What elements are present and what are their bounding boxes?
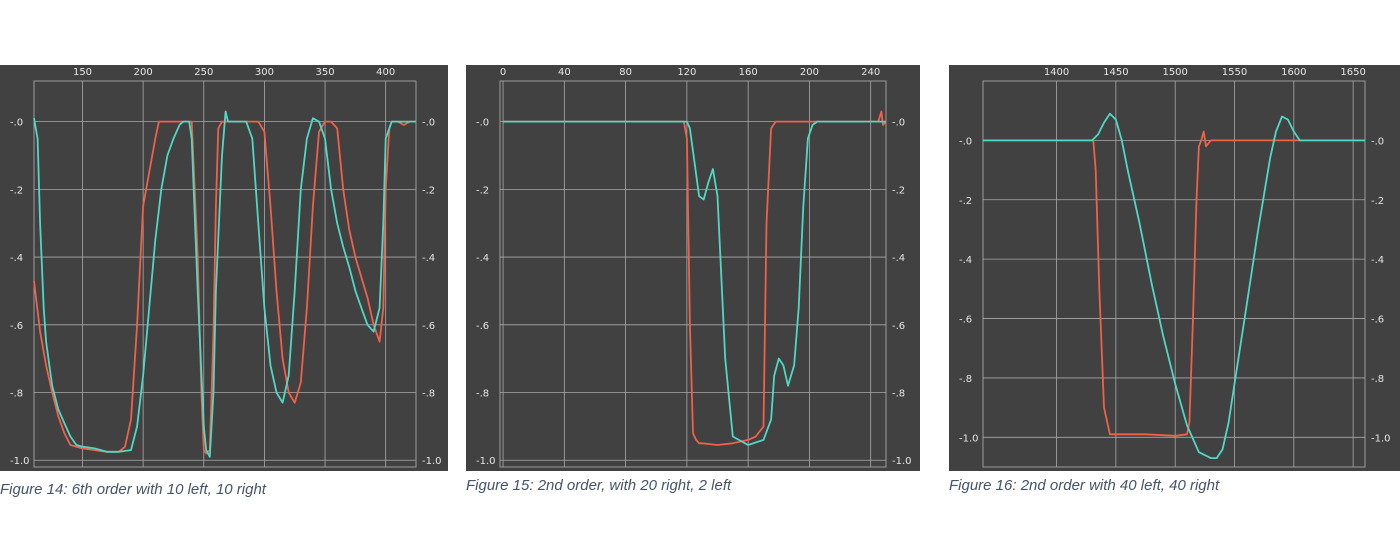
chart-14-y-tick-label-left: -.6: [10, 321, 23, 332]
chart-16-y-tick-label-right: -.4: [1371, 255, 1384, 266]
chart-15-x-tick-label: 0: [500, 67, 506, 78]
chart-14-y-tick-label-right: -.2: [422, 185, 435, 196]
chart-14-y-tick-label-left: -.8: [10, 389, 23, 400]
chart-14-x-tick-label: 400: [376, 67, 395, 78]
chart-16-y-tick-label-right: -.2: [1371, 196, 1384, 207]
chart-14-series-red-line: [33, 120, 416, 455]
chart-16-y-tick-label-left: -.6: [959, 315, 972, 326]
chart-14-y-tick-label-left: -.2: [10, 185, 23, 196]
chart-14-y-tick-label-left: -1.0: [10, 456, 30, 467]
chart-15-x-tick-label: 40: [558, 67, 571, 78]
chart-16-y-tick-label-right: -1.0: [1371, 433, 1391, 444]
chart-14-x-tick-label: 250: [194, 67, 213, 78]
chart-15-svg: 0 40 80 120 160 200 240 -.0 -.0 -.2 -.2 -.4 -.4 -.6 -.…: [476, 67, 912, 468]
chart-15-y-tick-label-left: -.2: [476, 185, 489, 196]
chart-15-y-tick-label-right: -.2: [892, 185, 905, 196]
chart-15-plot: 0 40 80 120 160 200 240 -.0 -.0 -.2 -.2 -.4 -.4 -.6 -.…: [466, 65, 920, 471]
chart-15-y-tick-label-left: -.4: [476, 253, 489, 264]
chart-16-plot: 1400 1450 1500 1550 1600 1650 -.0 -.0 -.2 -.2 -.4 -…: [949, 65, 1400, 471]
chart-16-y-tick-label-left: -.2: [959, 196, 972, 207]
chart-14-y-tick-label-right: -.8: [422, 389, 435, 400]
figure-15-caption: Figure 15: 2nd order, with 20 right, 2 l…: [466, 477, 732, 494]
chart-14-svg: 150 200 250 300 350 400 -.0 -.0 -.2 -.2 -.4 -.4 -.6 -…: [10, 67, 442, 468]
chart-16-x-tick-label: 1650: [1340, 67, 1365, 78]
chart-14-plot: 150 200 250 300 350 400 -.0 -.0 -.2 -.2 -.4 -.4 -.6 -…: [0, 65, 448, 471]
chart-16-y-tick-label-right: -.8: [1371, 374, 1384, 385]
chart-15-x-tick-label: 160: [739, 67, 758, 78]
chart-15-y-tick-label-right: -1.0: [892, 456, 912, 467]
chart-16-y-tick-label-left: -.8: [959, 374, 972, 385]
chart-14-x-tick-label: 350: [316, 67, 335, 78]
chart-16-frame: [982, 80, 1366, 468]
chart-15-y-tick-label-right: -.8: [892, 389, 905, 400]
chart-15-y-tick-label-left: -.8: [476, 389, 489, 400]
chart-15-x-tick-label: 120: [677, 67, 696, 78]
figure-16-caption: Figure 16: 2nd order with 40 left, 40 ri…: [949, 477, 1220, 494]
figure-14-caption: Figure 14: 6th order with 10 left, 10 ri…: [0, 481, 266, 498]
chart-16-y-tick-label-left: -.4: [959, 255, 972, 266]
chart-16-x-tick-label: 1600: [1281, 67, 1306, 78]
chart-16-series-cyan-line: [983, 112, 1365, 460]
chart-16-x-tick-label: 1500: [1162, 67, 1187, 78]
chart-14-y-tick-label-right: -.6: [422, 321, 435, 332]
chart-16-y-tick-label-left: -.0: [959, 136, 972, 147]
chart-15-frame: [499, 80, 887, 468]
chart-16-y-tick-label-right: -.0: [1371, 136, 1384, 147]
chart-16-x-tick-label: 1400: [1044, 67, 1069, 78]
chart-14-y-tick-label-right: -1.0: [422, 456, 442, 467]
chart-16-x-tick-label: 1450: [1103, 67, 1128, 78]
chart-14-x-tick-label: 150: [73, 67, 92, 78]
chart-15-y-tick-label-left: -.6: [476, 321, 489, 332]
chart-14-y-tick-label-right: -.0: [422, 118, 435, 129]
chart-15-y-tick-label-right: -.4: [892, 253, 905, 264]
chart-14-series-cyan-line: [33, 110, 416, 458]
chart-16-series-red-line: [983, 130, 1365, 437]
chart-14-x-tick-label: 300: [255, 67, 274, 78]
chart-16-x-tick-label: 1550: [1222, 67, 1247, 78]
chart-15-x-tick-label: 80: [619, 67, 632, 78]
chart-15-y-tick-label-right: -.6: [892, 321, 905, 332]
chart-15-y-tick-label-right: -.0: [892, 118, 905, 129]
chart-14-y-tick-label-right: -.4: [422, 253, 435, 264]
chart-14-frame: [33, 80, 417, 468]
chart-14-x-tick-label: 200: [134, 67, 153, 78]
chart-16-y-tick-label-left: -1.0: [959, 433, 979, 444]
chart-15-y-tick-label-left: -1.0: [476, 456, 496, 467]
chart-14-y-tick-label-left: -.4: [10, 253, 23, 264]
chart-16-svg: 1400 1450 1500 1550 1600 1650 -.0 -.0 -.2 -.2 -.4 -…: [959, 67, 1391, 468]
chart-15-x-tick-label: 200: [800, 67, 819, 78]
chart-15-series-cyan-line: [503, 120, 886, 446]
chart-14-y-tick-label-left: -.0: [10, 118, 23, 129]
chart-16-y-tick-label-right: -.6: [1371, 315, 1384, 326]
chart-15-y-tick-label-left: -.0: [476, 118, 489, 129]
chart-15-x-tick-label: 240: [861, 67, 880, 78]
